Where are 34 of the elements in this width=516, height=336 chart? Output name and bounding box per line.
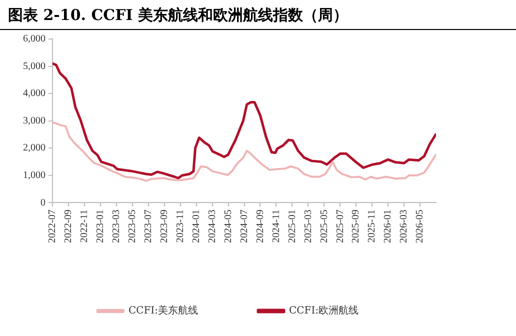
x-tick-label: 2025-05 [318,210,330,244]
x-tick-label: 2024-11 [270,210,282,243]
chart-title: 图表 2-10. CCFI 美东航线和欧洲航线指数（周） [0,0,516,30]
y-tick-label: 2,000 [23,142,46,154]
y-tick-label: 5,000 [23,60,46,72]
x-tick-label: 2025-09 [350,210,362,244]
x-tick-label: 2024-01 [190,210,202,244]
x-tick-label: 2025-07 [334,210,346,244]
y-tick-label: 1,000 [23,170,46,182]
x-tick-label: 2023-09 [158,210,170,244]
x-tick-label: 2023-01 [95,210,106,244]
legend-label: CCFI:美东航线 [128,304,198,317]
x-tick-label: 2026-01 [382,210,394,244]
x-tick-label: 2023-03 [111,210,122,244]
x-tick-label: 2024-09 [254,210,266,244]
x-tick-label: 2024-07 [238,210,250,244]
x-tick-label: 2026-05 [414,210,426,244]
x-tick-label: 2024-03 [206,210,218,244]
y-tick-label: 4,000 [23,88,46,100]
y-tick-label: 3,000 [23,115,46,126]
x-tick-label: 2025-11 [366,210,378,243]
x-tick-label: 2026-03 [398,210,410,244]
x-tick-label: 2025-03 [302,210,314,244]
x-tick-label: 2022-11 [79,210,90,243]
x-tick-label: 2022-07 [47,210,58,244]
x-tick-label: 2023-07 [143,210,154,244]
x-tick-label: 2023-11 [174,210,186,243]
legend-label: CCFI:欧洲航线 [289,304,359,317]
x-tick-label: 2022-09 [63,210,74,244]
y-tick-label: 6,000 [23,34,46,45]
x-tick-label: 2024-05 [222,210,234,244]
x-tick-label: 2025-01 [286,210,298,244]
x-tick-label: 2023-05 [127,210,138,244]
y-tick-label: 0 [40,197,46,208]
